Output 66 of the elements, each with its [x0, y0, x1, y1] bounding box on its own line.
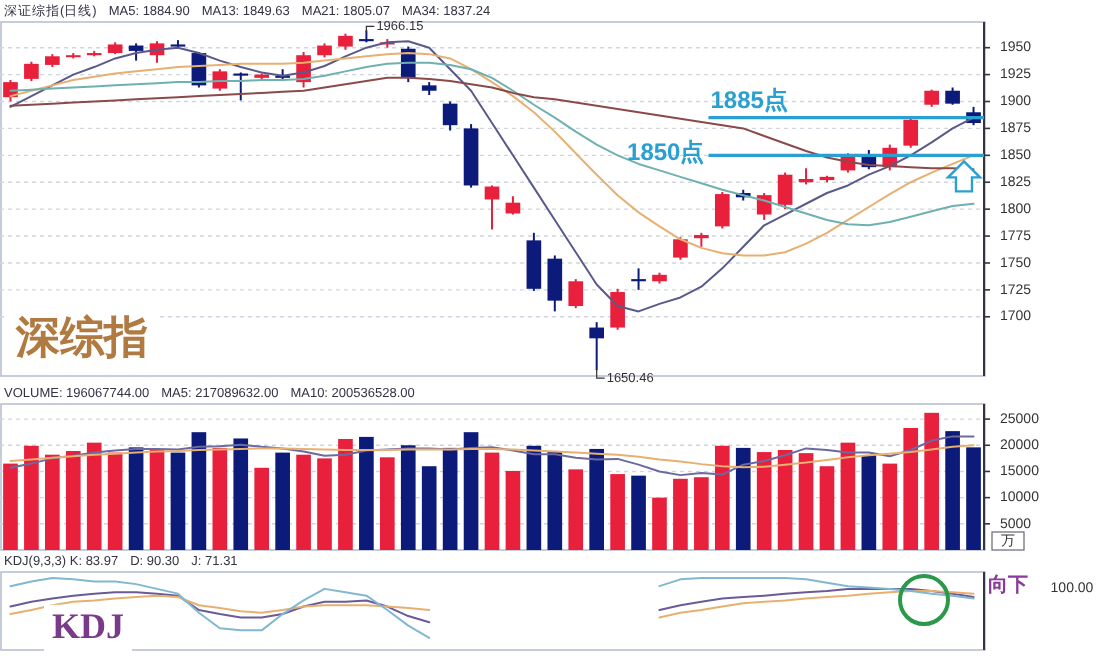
bar [673, 478, 688, 550]
bar [275, 452, 290, 550]
bar [819, 466, 835, 550]
bar [463, 432, 479, 550]
bar [86, 442, 102, 550]
bar [191, 432, 207, 550]
bar [149, 449, 165, 550]
bar [526, 445, 542, 550]
candlestick [568, 278, 584, 310]
bar [45, 454, 60, 550]
bar [24, 445, 39, 550]
annotation: 深综指 [14, 311, 148, 362]
bar [882, 463, 898, 550]
bar [756, 452, 772, 550]
bar [631, 475, 646, 550]
bar [400, 445, 416, 550]
ref-line-label: 1850点 [627, 137, 705, 166]
annotation: KDJ [52, 606, 124, 647]
bar [3, 463, 18, 550]
candlestick [631, 267, 646, 291]
bar [903, 427, 919, 550]
bar [128, 447, 144, 550]
bar [421, 466, 437, 550]
candlestick [233, 71, 249, 102]
bar [233, 438, 249, 550]
candlestick [903, 116, 919, 149]
text: 向下 [988, 573, 1028, 598]
bar [547, 452, 563, 550]
bar [924, 412, 939, 550]
bar [65, 451, 81, 550]
candlestick [714, 190, 730, 230]
bar [652, 497, 667, 550]
bar [359, 436, 374, 550]
line-series [9, 435, 975, 477]
bar [338, 438, 353, 550]
bar [442, 447, 458, 550]
bar [296, 454, 311, 550]
candlestick [24, 60, 39, 83]
bar [589, 448, 605, 550]
bar [484, 452, 500, 550]
candlestick [547, 254, 563, 313]
candlestick [610, 287, 625, 331]
bar [966, 447, 981, 550]
bar [840, 442, 856, 550]
bar [568, 469, 584, 550]
line-series [9, 444, 975, 469]
bar [694, 477, 709, 550]
bar [379, 457, 395, 550]
bar [107, 452, 123, 550]
bar [945, 431, 960, 550]
bar [170, 452, 186, 550]
candlestick [442, 100, 458, 132]
bar [777, 449, 793, 550]
bar [505, 470, 521, 550]
candlestick [589, 321, 605, 372]
bar [254, 467, 270, 550]
candlestick [777, 171, 793, 211]
candlestick [673, 236, 688, 261]
bar [212, 447, 228, 550]
bar [735, 447, 751, 550]
bar [317, 458, 332, 550]
bar [798, 453, 814, 550]
bar [714, 445, 730, 550]
bar [610, 474, 625, 550]
ref-line-label: 1885点 [710, 86, 788, 114]
bar [861, 455, 877, 550]
